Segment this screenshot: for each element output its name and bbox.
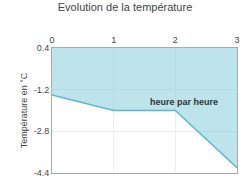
svg-text:-1.2: -1.2	[34, 85, 50, 95]
svg-text:1: 1	[111, 35, 116, 45]
svg-text:2: 2	[173, 35, 178, 45]
svg-text:3: 3	[234, 35, 239, 45]
svg-text:-2.8: -2.8	[34, 126, 50, 136]
svg-text:0: 0	[49, 35, 54, 45]
svg-text:Température en °C: Température en °C	[19, 72, 29, 148]
svg-text:heure par heure: heure par heure	[150, 97, 218, 107]
svg-text:-4.4: -4.4	[34, 168, 50, 178]
svg-text:Evolution de la température: Evolution de la température	[58, 1, 193, 13]
svg-text:0.4: 0.4	[37, 43, 50, 53]
